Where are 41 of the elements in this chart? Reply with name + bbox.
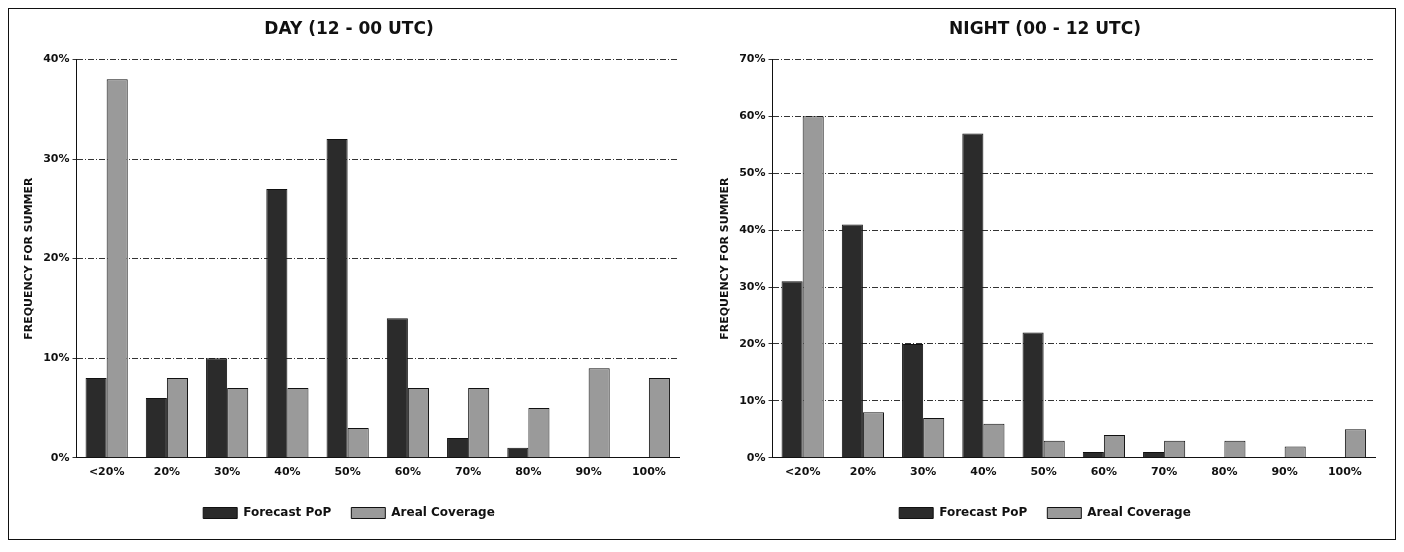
y-tick-label: 10%: [43, 351, 70, 365]
chart-title: NIGHT (00 - 12 UTC): [949, 17, 1141, 38]
y-tick-label: 30%: [43, 151, 70, 165]
x-tick-label: 20%: [849, 465, 877, 479]
x-tick-label: 90%: [1271, 465, 1298, 479]
x-tick-label: 80%: [1211, 465, 1238, 479]
y-tick-label: 0%: [50, 450, 70, 464]
x-tick-label: 100%: [1327, 465, 1362, 479]
x-tick-label: 30%: [909, 465, 937, 479]
y-tick-label: 50%: [739, 166, 766, 180]
y-tick-label: 60%: [739, 109, 766, 123]
x-tick-label: 70%: [1150, 465, 1178, 479]
x-tick-label: <20%: [88, 465, 125, 479]
x-tick-label: 60%: [394, 465, 422, 479]
y-axis-title: FREQUENCY FOR SUMMER: [22, 176, 36, 340]
legend-label: Areal Coverage: [1087, 505, 1191, 520]
y-axis-title: FREQUENCY FOR SUMMER: [718, 176, 732, 340]
x-tick-label: 30%: [213, 465, 241, 479]
y-tick-label: 20%: [739, 336, 766, 350]
x-tick-label: 20%: [153, 465, 181, 479]
y-tick-label: 40%: [739, 223, 766, 236]
x-tick-label: 60%: [1090, 465, 1118, 479]
x-tick-label: 50%: [334, 465, 361, 479]
y-tick-label: 20%: [43, 251, 70, 265]
y-tick-label: 70%: [739, 52, 766, 66]
y-tick-label: 30%: [739, 279, 766, 293]
x-tick-label: <20%: [784, 465, 821, 479]
x-tick-label: 40%: [274, 465, 301, 479]
x-tick-label: 90%: [575, 465, 602, 479]
y-tick-label: 10%: [739, 393, 766, 407]
x-tick-label: 100%: [631, 465, 666, 479]
x-tick-label: 40%: [970, 465, 997, 479]
x-tick-label: 50%: [1030, 465, 1057, 479]
chart-title: DAY (12 - 00 UTC): [264, 17, 434, 38]
x-tick-label: 70%: [454, 465, 482, 479]
legend-label: Forecast PoP: [243, 505, 332, 520]
legend-label: Areal Coverage: [391, 505, 495, 520]
x-tick-label: 80%: [515, 465, 542, 479]
y-tick-label: 40%: [43, 52, 70, 66]
y-tick-label: 0%: [746, 450, 766, 464]
legend-label: Forecast PoP: [939, 505, 1028, 520]
